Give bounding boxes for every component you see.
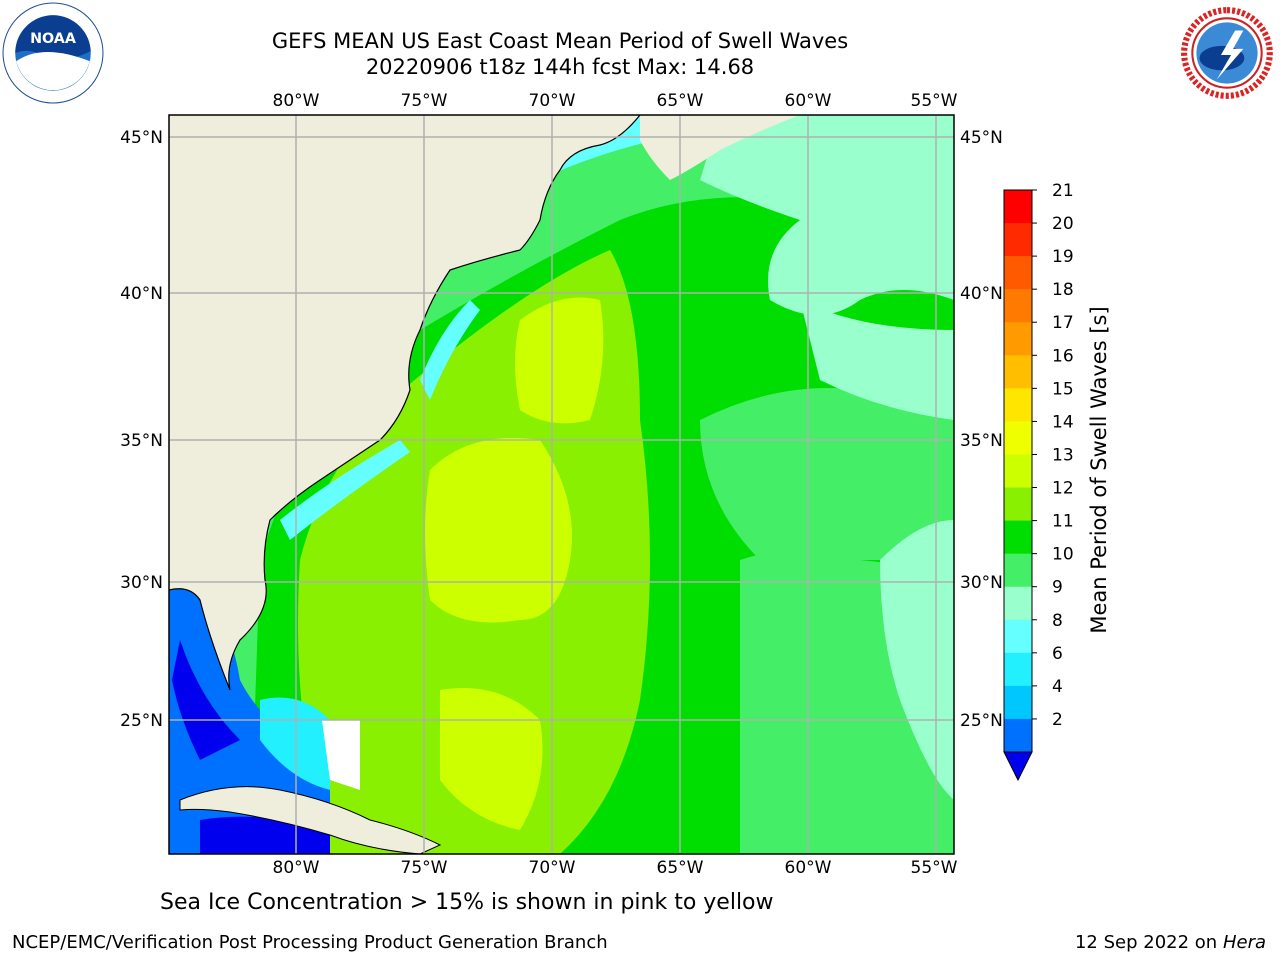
- colorbar-swatch: [1004, 586, 1032, 621]
- colorbar-swatch: [1004, 685, 1032, 720]
- colorbar-tick-label: 6: [1052, 644, 1063, 664]
- colorbar-tick-label: 11: [1052, 512, 1074, 532]
- colorbar-swatch: [1004, 355, 1032, 389]
- colorbar-tick-label: 17: [1052, 313, 1074, 333]
- colorbar-swatch: [1004, 718, 1032, 753]
- lat-label-left: 45°N: [120, 128, 163, 148]
- lon-label-top: 70°W: [529, 91, 576, 111]
- lon-label-bottom: 75°W: [401, 858, 448, 878]
- noaa-logo: NOAA: [2, 2, 104, 104]
- lon-label-bottom: 55°W: [911, 858, 958, 878]
- lat-label-right: 40°N: [960, 284, 1003, 304]
- colorbar-tick-label: 18: [1052, 280, 1074, 300]
- chart-title: GEFS MEAN US East Coast Mean Period of S…: [271, 29, 849, 53]
- lat-label-left: 40°N: [120, 284, 163, 304]
- colorbar-frame: [1003, 189, 1033, 753]
- lat-label-right: 25°N: [960, 711, 1003, 731]
- colorbar-swatch: [1004, 256, 1032, 290]
- colorbar-tick-label: 19: [1052, 247, 1074, 267]
- colorbar-swatch: [1004, 619, 1032, 654]
- colorbar-tick-label: 8: [1052, 611, 1063, 631]
- lat-label-left: 35°N: [120, 431, 163, 451]
- colorbar-tick-label: 13: [1052, 445, 1074, 465]
- ice-note: Sea Ice Concentration > 15% is shown in …: [160, 890, 774, 915]
- swell-period-field: [169, 115, 954, 854]
- lon-label-bottom: 65°W: [657, 858, 704, 878]
- footer-date-text: 12 Sep 2022 on: [1074, 932, 1218, 953]
- colorbar-swatch: [1004, 421, 1032, 455]
- nws-logo: [1177, 3, 1277, 103]
- colorbar-tick-label: 21: [1052, 181, 1074, 201]
- colorbar-tick-label: 4: [1052, 677, 1063, 697]
- colorbar-tick-label: 12: [1052, 479, 1074, 499]
- lon-label-bottom: 60°W: [785, 858, 832, 878]
- lat-label-right: 35°N: [960, 431, 1003, 451]
- colorbar-swatch: [1004, 388, 1032, 422]
- colorbar-swatch: [1004, 322, 1032, 356]
- colorbar-swatch: [1004, 190, 1032, 224]
- colorbar-swatch: [1004, 652, 1032, 687]
- lon-label-top: 55°W: [911, 91, 958, 111]
- colorbar-tick-label: 14: [1052, 412, 1074, 432]
- lon-label-top: 75°W: [401, 91, 448, 111]
- colorbar-under-arrow: [1003, 751, 1033, 782]
- colorbar-tick-label: 15: [1052, 379, 1074, 399]
- lon-label-top: 80°W: [273, 91, 320, 111]
- colorbar: 21 20 19 18 17 16 15 14 13 12 11 10 9 8 6 4 2: [1003, 181, 1074, 782]
- lat-label-left: 25°N: [120, 711, 163, 731]
- colorbar-tick-label: 20: [1052, 214, 1074, 234]
- lon-label-bottom: 70°W: [529, 858, 576, 878]
- footer-host: Hera: [1222, 932, 1266, 953]
- map-frame: [168, 114, 955, 855]
- lat-label-right: 30°N: [960, 573, 1003, 593]
- lat-label-left: 30°N: [120, 573, 163, 593]
- colorbar-swatch: [1004, 553, 1032, 588]
- colorbar-swatch: [1004, 520, 1032, 555]
- colorbar-swatch: [1004, 487, 1032, 522]
- chart-subtitle: 20220906 t18z 144h fcst Max: 14.68: [365, 55, 755, 79]
- lon-label-bottom: 80°W: [273, 858, 320, 878]
- colorbar-tick-label: 9: [1052, 578, 1063, 598]
- colorbar-tick-label: 2: [1052, 710, 1063, 730]
- colorbar-swatch: [1004, 223, 1032, 257]
- colorbar-tick-label: 16: [1052, 346, 1074, 366]
- map-grid: [169, 115, 954, 854]
- lon-label-top: 60°W: [785, 91, 832, 111]
- noaa-logo-text: NOAA: [30, 31, 76, 47]
- colorbar-swatch: [1004, 454, 1032, 489]
- colorbar-tick-label: 10: [1052, 545, 1074, 565]
- lon-label-top: 65°W: [657, 91, 704, 111]
- colorbar-label: Mean Period of Swell Waves [s]: [1087, 306, 1111, 633]
- colorbar-swatch: [1004, 289, 1032, 323]
- lat-label-right: 45°N: [960, 128, 1003, 148]
- footer-date: 12 Sep 2022 on Hera: [1075, 932, 1266, 953]
- footer-credit: NCEP/EMC/Verification Post Processing Pr…: [12, 932, 608, 953]
